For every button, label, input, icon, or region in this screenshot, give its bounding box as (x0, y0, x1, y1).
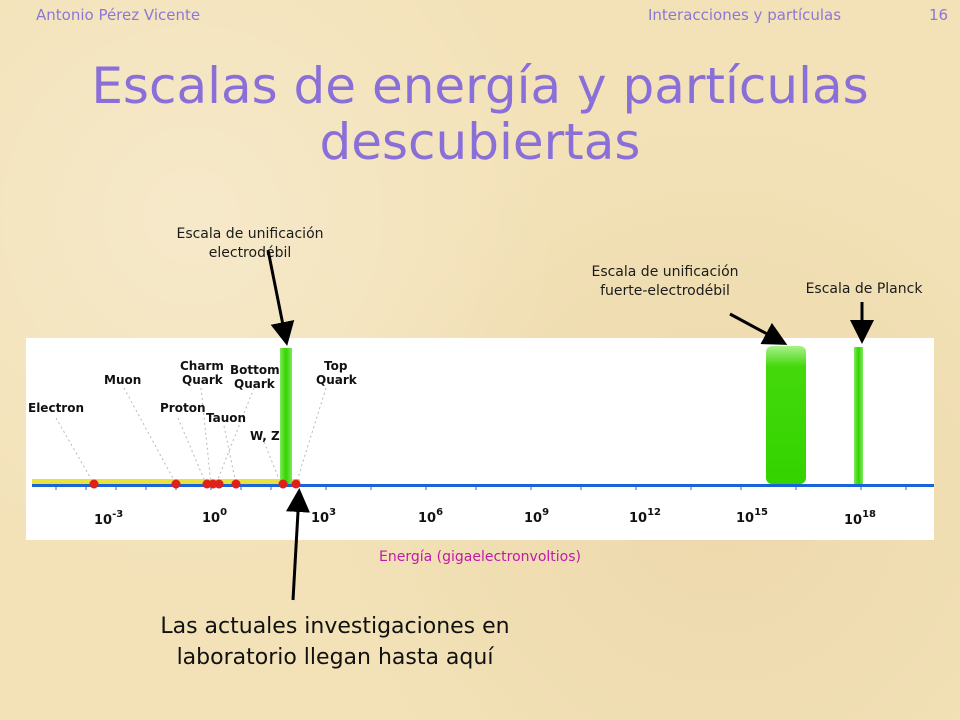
top-quark-dot (291, 479, 301, 489)
tick-label: 1018 (844, 509, 876, 528)
bottom-quark-label: Quark (234, 377, 276, 391)
electron-dot (89, 479, 99, 489)
tauon-label: Tauon (206, 411, 246, 425)
muon-dot (171, 479, 181, 489)
axis-ticks (55, 484, 907, 490)
slide-title: Escalas de energía y partículas descubie… (0, 58, 960, 170)
wz-label: W, Z (250, 429, 280, 443)
title-line-1: Escalas de energía y partículas (91, 57, 869, 115)
particle-dots (89, 479, 301, 489)
electron-label: Electron (28, 401, 84, 415)
page-number: 16 (929, 6, 949, 24)
axis-tick-labels: 10-3 100 103 106 109 1012 1015 1018 (94, 507, 876, 528)
author-name: Antonio Pérez Vicente (36, 6, 201, 24)
slide-topic: Interacciones y partículas (648, 6, 842, 24)
electroweak-arrow (266, 249, 295, 346)
lab-note-line-1: Las actuales investigaciones en (160, 614, 510, 639)
tick-label: 106 (418, 507, 443, 526)
bottom-quark-dot (231, 479, 241, 489)
electroweak-band (280, 348, 292, 484)
strong-electroweak-scale-label: Escala de unificación fuerte-electrodébi… (560, 263, 770, 301)
lab-note-line-2: laboratorio llegan hasta aquí (176, 645, 494, 670)
tick-label: 10-3 (94, 509, 123, 528)
tauon-dot (214, 479, 224, 489)
electroweak-label-line-1: Escala de unificación (176, 226, 324, 242)
particle-labels: Electron Muon Proton Charm Quark Tauon B… (28, 359, 358, 443)
tick-label: 1015 (736, 507, 768, 526)
title-line-2: descubiertas (319, 113, 641, 171)
charm-quark-label: Quark (182, 373, 224, 387)
electroweak-label-line-2: electrodébil (208, 245, 292, 261)
leader-lines (55, 387, 327, 485)
tick-label: 103 (311, 507, 336, 526)
tick-label: 100 (202, 507, 227, 526)
planck-scale-label: Escala de Planck (805, 281, 923, 297)
top-quark-label: Quark (316, 373, 358, 387)
charm-label: Charm (180, 359, 224, 373)
top-label: Top (324, 359, 348, 373)
lab-limit-note: Las actuales investigaciones en laborato… (0, 611, 670, 673)
tick-label: 109 (524, 507, 549, 526)
axis-line-blue (32, 484, 934, 487)
tick-label: 1012 (629, 507, 661, 526)
electroweak-scale-label: Escala de unificación electrodébil (150, 225, 350, 263)
wz-boson-dot (278, 479, 288, 489)
proton-label: Proton (160, 401, 205, 415)
muon-label: Muon (104, 373, 141, 387)
energy-scale-svg: Electron Muon Proton Charm Quark Tauon B… (28, 346, 934, 528)
axis-line-yellow (32, 479, 300, 484)
strong-label-line-1: Escala de unificación (591, 264, 739, 280)
axis-title: Energía (gigaelectronvoltios) (379, 549, 581, 565)
strong-label-line-2: fuerte-electrodébil (600, 283, 730, 299)
strong-electroweak-band (766, 346, 806, 484)
bottom-label: Bottom (230, 363, 280, 377)
planck-band (854, 347, 863, 484)
energy-scale-chart: Electron Muon Proton Charm Quark Tauon B… (26, 338, 934, 540)
